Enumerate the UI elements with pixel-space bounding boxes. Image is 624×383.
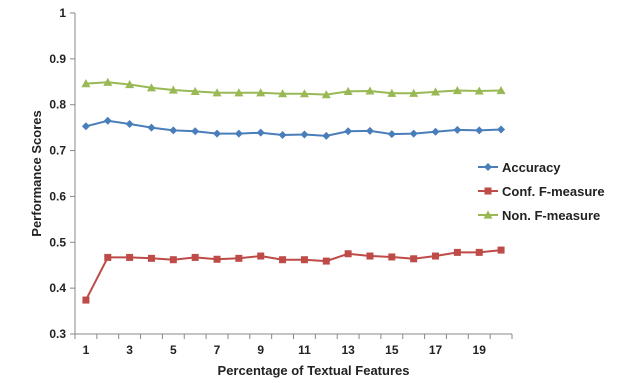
data-point xyxy=(234,88,244,97)
data-point xyxy=(103,77,113,86)
data-point xyxy=(146,83,156,92)
y-axis-title: Performance Scores xyxy=(29,110,44,236)
data-point xyxy=(475,126,484,135)
x-axis-title: Percentage of Textual Features xyxy=(218,363,410,378)
data-point xyxy=(235,254,243,262)
y-tick-label: 0.8 xyxy=(49,98,66,112)
legend-marker xyxy=(484,187,492,195)
x-tick-label: 11 xyxy=(298,343,311,357)
data-point xyxy=(234,129,243,138)
data-point xyxy=(147,123,156,132)
data-point xyxy=(103,116,112,125)
data-point xyxy=(474,86,484,95)
x-tick-label: 3 xyxy=(126,343,133,357)
legend-marker xyxy=(484,163,492,171)
x-tick-label: 1 xyxy=(83,343,90,357)
data-point xyxy=(366,252,374,260)
x-tick-label: 15 xyxy=(385,343,399,357)
data-point xyxy=(344,250,352,258)
data-point xyxy=(279,256,287,264)
x-tick-label: 13 xyxy=(341,343,355,357)
data-point xyxy=(388,253,396,261)
data-point xyxy=(365,86,375,95)
data-point xyxy=(81,79,91,88)
data-point xyxy=(213,255,221,263)
data-point xyxy=(453,248,461,256)
data-point xyxy=(256,128,265,137)
data-point xyxy=(475,248,483,256)
data-point xyxy=(432,252,440,260)
data-point xyxy=(278,130,287,139)
x-tick-label: 9 xyxy=(257,343,264,357)
data-point xyxy=(497,246,505,254)
data-point xyxy=(126,253,134,261)
data-point xyxy=(322,257,330,265)
data-point xyxy=(497,125,506,134)
data-point xyxy=(125,80,135,89)
data-point xyxy=(169,256,177,264)
data-point xyxy=(365,126,374,135)
data-point xyxy=(343,86,353,96)
data-point xyxy=(387,130,396,139)
data-point xyxy=(322,131,331,140)
data-point xyxy=(257,252,265,260)
data-point xyxy=(191,253,199,261)
data-point xyxy=(82,296,90,304)
x-tick-label: 17 xyxy=(429,343,443,357)
data-point xyxy=(104,253,112,261)
y-tick-label: 1 xyxy=(59,6,66,20)
data-point xyxy=(278,89,288,98)
data-point xyxy=(256,88,266,97)
data-point xyxy=(147,254,155,262)
data-point xyxy=(410,255,418,263)
data-point xyxy=(409,88,419,97)
y-tick-label: 0.5 xyxy=(49,235,66,249)
data-point xyxy=(453,125,462,134)
data-point xyxy=(168,85,178,94)
data-point xyxy=(191,127,200,136)
data-point xyxy=(212,88,222,97)
y-tick-label: 0.9 xyxy=(49,52,66,66)
legend-label: Conf. F-measure xyxy=(502,184,605,199)
data-point xyxy=(190,86,200,96)
data-point xyxy=(321,90,331,99)
y-tick-label: 0.6 xyxy=(49,189,66,203)
x-tick-label: 7 xyxy=(214,343,221,357)
legend-label: Non. F-measure xyxy=(502,208,600,223)
legend-marker xyxy=(483,210,493,219)
data-point xyxy=(169,126,178,135)
data-point xyxy=(409,129,418,138)
data-point xyxy=(213,129,222,138)
data-point xyxy=(344,127,353,136)
data-point xyxy=(496,85,506,95)
data-point xyxy=(431,87,441,96)
legend-label: Accuracy xyxy=(502,160,561,175)
data-point xyxy=(300,130,309,139)
x-tick-label: 5 xyxy=(170,343,177,357)
data-point xyxy=(431,127,440,136)
data-point xyxy=(299,89,309,98)
data-point xyxy=(81,122,90,131)
y-tick-label: 0.7 xyxy=(49,144,66,158)
data-point xyxy=(452,85,462,95)
series-line-2 xyxy=(85,81,502,96)
series-line-0 xyxy=(85,119,502,137)
data-point xyxy=(125,119,134,128)
series-line-1 xyxy=(85,249,502,301)
data-point xyxy=(387,88,397,97)
data-point xyxy=(300,256,308,264)
y-tick-label: 0.3 xyxy=(49,327,66,341)
x-tick-label: 19 xyxy=(473,343,487,357)
y-tick-label: 0.4 xyxy=(49,281,66,295)
